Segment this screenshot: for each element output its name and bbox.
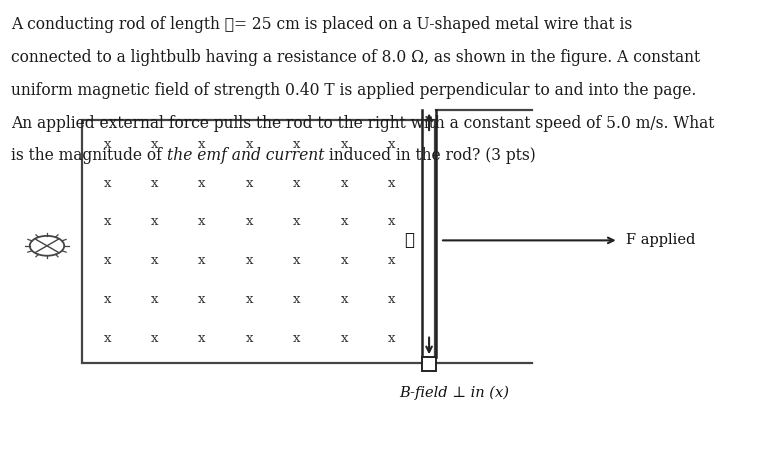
Text: x: x (388, 177, 395, 189)
Text: x: x (198, 138, 206, 151)
Text: x: x (293, 216, 301, 228)
Text: x: x (151, 254, 158, 267)
Bar (82, 120, 435, 363)
Text: x: x (246, 293, 253, 306)
Text: x: x (388, 138, 395, 151)
Text: x: x (246, 138, 253, 151)
Text: x: x (388, 293, 395, 306)
Text: x: x (341, 177, 348, 189)
Text: connected to a lightbulb having a resistance of 8.0 Ω, as shown in the figure. A: connected to a lightbulb having a resist… (11, 49, 700, 66)
Text: x: x (103, 216, 111, 228)
Text: uniform magnetic field of strength 0.40 T is applied perpendicular to and into t: uniform magnetic field of strength 0.40 … (11, 82, 696, 99)
Text: An applied external force pulls the rod to the right with a constant speed of 5.: An applied external force pulls the rod … (11, 115, 714, 132)
Text: x: x (293, 332, 301, 345)
Text: x: x (293, 177, 301, 189)
Text: x: x (293, 138, 301, 151)
Bar (422, 357, 436, 371)
Text: x: x (103, 177, 111, 189)
Text: x: x (246, 216, 253, 228)
Text: x: x (341, 254, 348, 267)
Text: x: x (341, 216, 348, 228)
Text: x: x (103, 138, 111, 151)
Text: x: x (246, 254, 253, 267)
Text: B-field ⊥ in (x): B-field ⊥ in (x) (399, 385, 509, 400)
Text: x: x (151, 216, 158, 228)
Text: x: x (198, 332, 206, 345)
Text: x: x (103, 254, 111, 267)
Text: x: x (388, 216, 395, 228)
Text: x: x (341, 138, 348, 151)
Text: x: x (103, 293, 111, 306)
Text: x: x (341, 293, 348, 306)
Text: x: x (341, 332, 348, 345)
Text: x: x (198, 254, 206, 267)
Text: the emf and current: the emf and current (167, 147, 324, 165)
Text: is the magnitude of: is the magnitude of (11, 147, 167, 165)
Text: ℓ: ℓ (404, 232, 413, 249)
Text: induced in the rod? (3 pts): induced in the rod? (3 pts) (324, 147, 536, 165)
Text: x: x (151, 138, 158, 151)
Text: x: x (103, 332, 111, 345)
Text: x: x (388, 254, 395, 267)
Text: x: x (151, 332, 158, 345)
Text: x: x (293, 293, 301, 306)
Text: x: x (293, 254, 301, 267)
Text: x: x (151, 293, 158, 306)
Text: x: x (198, 216, 206, 228)
Text: x: x (388, 332, 395, 345)
Text: x: x (246, 177, 253, 189)
Text: A conducting rod of length ℓ= 25 cm is placed on a U-shaped metal wire that is: A conducting rod of length ℓ= 25 cm is p… (11, 16, 632, 33)
Text: F applied: F applied (626, 233, 696, 248)
Text: x: x (198, 293, 206, 306)
Text: x: x (151, 177, 158, 189)
Text: x: x (198, 177, 206, 189)
Text: x: x (246, 332, 253, 345)
